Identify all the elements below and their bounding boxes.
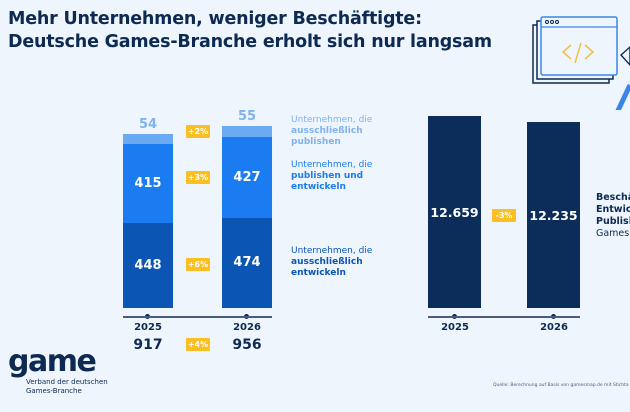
change-badge: +2% <box>186 125 210 138</box>
legend-text: Unternehmen, die <box>291 246 373 256</box>
bar-segment: 474 <box>222 217 272 308</box>
legend-text: Unternehmen, die <box>291 160 373 170</box>
title-line-1: Mehr Unternehmen, weniger Beschäftigte: <box>8 9 422 29</box>
change-badge: +3% <box>186 171 210 184</box>
bar-value-label: 474 <box>233 255 261 271</box>
label-text: Games <box>596 228 630 239</box>
page-title: Mehr Unternehmen, weniger Beschäftigte: … <box>8 8 492 54</box>
bar-value-label: 54 <box>138 116 158 132</box>
change-badge: +4% <box>186 338 210 351</box>
legend-text: publishen <box>291 137 341 147</box>
legend-publish-develop: Unternehmen, die publishen und entwickel… <box>291 160 372 193</box>
change-badge: +6% <box>186 258 210 271</box>
title-line-2: Deutsche Games-Branche erholt sich nur l… <box>8 32 492 52</box>
bar-segment <box>222 126 272 137</box>
employees-bar: 12.659 <box>428 116 481 308</box>
bar-segment: 448 <box>123 222 173 308</box>
bar-segment <box>123 133 173 145</box>
employees-bar: 12.235 <box>527 122 580 308</box>
bar-value-label: 448 <box>134 257 162 273</box>
bar-value-label: 415 <box>134 175 162 191</box>
source-note: Quelle: Berechnung auf Basis von gamesma… <box>493 383 629 388</box>
change-badge: -3% <box>492 209 516 222</box>
logo-subtitle-line: Verband der deutschen <box>26 378 108 386</box>
legend-text: Unternehmen, die <box>291 115 373 125</box>
label-text: Entwick <box>596 204 630 215</box>
label-text: Publish <box>596 216 630 227</box>
bar-value-label: 12.659 <box>430 204 479 220</box>
employees-label: Beschä Entwick Publish Games <box>596 192 630 240</box>
game-logo: game <box>8 344 97 379</box>
legend-text: entwickeln <box>291 182 346 192</box>
year-label: 2026 <box>233 322 261 333</box>
logo-subtitle: Verband der deutschen Games-Branche <box>26 378 108 396</box>
year-label: 2025 <box>441 322 469 333</box>
legend-text: entwickeln <box>291 268 346 278</box>
code-window-illustration-icon <box>532 16 630 110</box>
label-text: Beschä <box>596 192 630 203</box>
total-label: 956 <box>232 337 262 353</box>
year-label: 2025 <box>134 322 162 333</box>
legend-text: ausschließlich <box>291 257 363 267</box>
legend-text: ausschließlich <box>291 126 363 136</box>
bar-segment: 415 <box>123 144 173 223</box>
legend-develop-only: Unternehmen, die ausschließlich entwicke… <box>291 246 372 279</box>
logo-subtitle-line: Games-Branche <box>26 387 82 395</box>
total-label: 917 <box>133 337 163 353</box>
legend-publish-only: Unternehmen, die ausschließlich publishe… <box>291 115 372 148</box>
bar-value-label: 55 <box>237 109 257 125</box>
x-axis <box>428 316 580 318</box>
bar-value-label: 12.235 <box>529 207 578 223</box>
year-label: 2026 <box>540 322 568 333</box>
x-axis <box>123 316 272 318</box>
bar-value-label: 427 <box>233 169 261 185</box>
legend-text: publishen und <box>291 171 364 181</box>
bar-segment: 427 <box>222 136 272 218</box>
